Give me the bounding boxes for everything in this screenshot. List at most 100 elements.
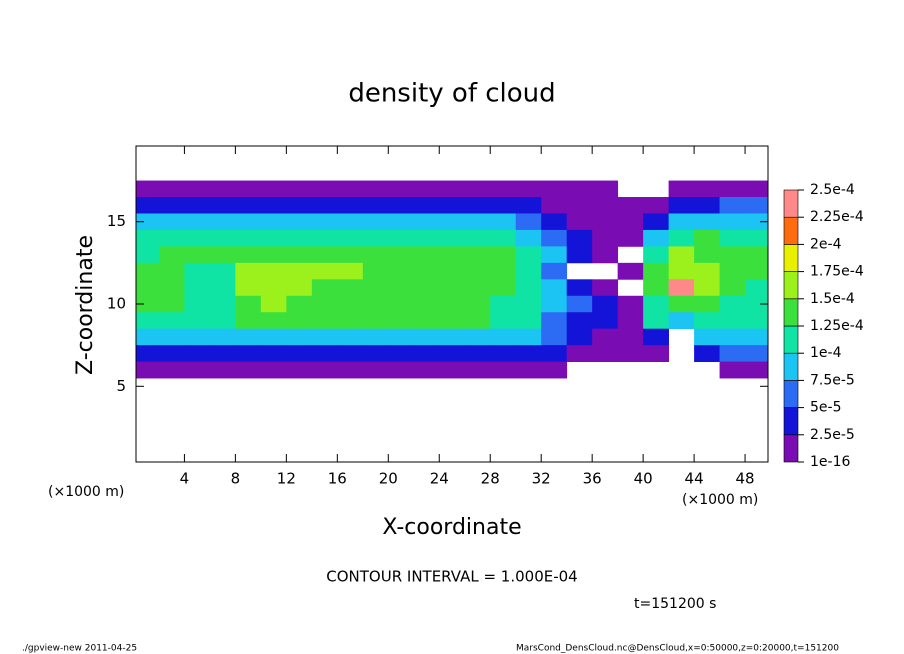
heatmap-cell: [286, 295, 313, 313]
heatmap-cell: [668, 279, 695, 297]
heatmap-cell: [490, 229, 517, 247]
heatmap-cell: [413, 345, 440, 363]
heatmap-cell: [464, 345, 491, 363]
heatmap-cell: [541, 246, 568, 264]
heatmap-cell: [337, 328, 364, 346]
heatmap-cell: [209, 262, 236, 280]
heatmap-cell: [541, 279, 568, 297]
heatmap-cell: [311, 229, 338, 247]
heatmap-cell: [362, 312, 389, 330]
heatmap-cell: [668, 229, 695, 247]
heatmap-cell: [158, 197, 185, 214]
y-tick-label: 10: [107, 295, 126, 313]
heatmap-cell: [337, 361, 364, 379]
heatmap-cell: [541, 312, 568, 330]
heatmap-cell: [209, 345, 236, 363]
heatmap-cell: [158, 279, 185, 297]
heatmap-cell: [286, 279, 313, 297]
heatmap-cell: [617, 197, 644, 214]
heatmap-cell: [388, 229, 415, 247]
heatmap-cell: [719, 361, 746, 379]
heatmap-cell: [311, 345, 338, 363]
heatmap-cell: [286, 246, 313, 264]
x-tick-label: 44: [685, 470, 704, 488]
heatmap-cell: [311, 312, 338, 330]
heatmap-cell: [286, 180, 313, 198]
heatmap-cell: [643, 213, 670, 231]
heatmap-cell: [668, 213, 695, 231]
heatmap-cell: [184, 229, 211, 247]
heatmap-cell: [158, 295, 185, 313]
heatmap-cell: [464, 279, 491, 297]
heatmap-cell: [515, 246, 542, 264]
heatmap-cell: [490, 345, 517, 363]
heatmap-cell: [184, 312, 211, 330]
heatmap-cell: [362, 229, 389, 247]
heatmap-cell: [490, 361, 517, 379]
heatmap-cell: [592, 279, 619, 297]
colorbar-swatch: [783, 352, 799, 381]
heatmap-cell: [184, 295, 211, 313]
colorbar-label: 1.75e-4: [810, 264, 864, 280]
heatmap-cell: [362, 197, 389, 214]
colorbar-swatch: [783, 216, 799, 245]
heatmap-cell: [209, 229, 236, 247]
colorbar-swatch: [783, 189, 799, 218]
heatmap-cell: [566, 229, 593, 247]
heatmap-cell: [515, 345, 542, 363]
heatmap-cell: [643, 262, 670, 280]
x-axis-label: X-coordinate: [382, 515, 521, 540]
heatmap-cell: [719, 246, 746, 264]
heatmap-cell: [694, 279, 720, 297]
heatmap-cell: [260, 213, 287, 231]
heatmap-cell: [388, 213, 415, 231]
heatmap-cell: [566, 295, 593, 313]
heatmap-cell: [158, 312, 185, 330]
heatmap-cell: [745, 279, 769, 297]
contour-interval: CONTOUR INTERVAL = 1.000E-04: [326, 568, 577, 586]
heatmap-cell: [719, 279, 746, 297]
heatmap-cell: [337, 213, 364, 231]
heatmap-cell: [439, 246, 466, 264]
y-unit: (×1000 m): [48, 484, 124, 500]
heatmap-cell: [260, 180, 287, 198]
heatmap-cell: [209, 197, 236, 214]
heatmap-cell: [388, 345, 415, 363]
heatmap-cell: [413, 262, 440, 280]
colorbar-label: 2e-4: [810, 236, 842, 252]
heatmap-cell: [745, 262, 769, 280]
heatmap-cell: [362, 295, 389, 313]
heatmap-cell: [719, 180, 746, 198]
x-tick-label: 4: [180, 470, 190, 488]
heatmap-cell: [286, 213, 313, 231]
heatmap-cell: [515, 180, 542, 198]
heatmap-cell: [184, 246, 211, 264]
heatmap-cell: [337, 246, 364, 264]
heatmap-cell: [158, 229, 185, 247]
heatmap-cell: [566, 180, 593, 198]
heatmap-cell: [643, 229, 670, 247]
axes: 4 8 12 16 20 24 28 32 36 40 44 48510151e-162.5e-55e…: [107, 145, 864, 488]
heatmap-cell: [413, 312, 440, 330]
heatmap-cell: [337, 229, 364, 247]
heatmap-cell: [668, 262, 695, 280]
heatmap-cell: [136, 279, 160, 297]
chart-title: density of cloud: [348, 79, 555, 109]
x-tick-label: 40: [634, 470, 653, 488]
heatmap-cell: [694, 180, 720, 198]
heatmap-cell: [668, 312, 695, 330]
heatmap-cell: [209, 328, 236, 346]
heatmap-cell: [209, 295, 236, 313]
heatmap-cells: [136, 180, 769, 379]
heatmap-cell: [439, 295, 466, 313]
heatmap-cell: [694, 229, 720, 247]
heatmap-cell: [388, 262, 415, 280]
heatmap-cell: [136, 312, 160, 330]
x-tick-label: 32: [532, 470, 551, 488]
heatmap-cell: [311, 213, 338, 231]
heatmap-cell: [439, 213, 466, 231]
heatmap-cell: [464, 246, 491, 264]
heatmap-cell: [541, 295, 568, 313]
heatmap-cell: [286, 361, 313, 379]
